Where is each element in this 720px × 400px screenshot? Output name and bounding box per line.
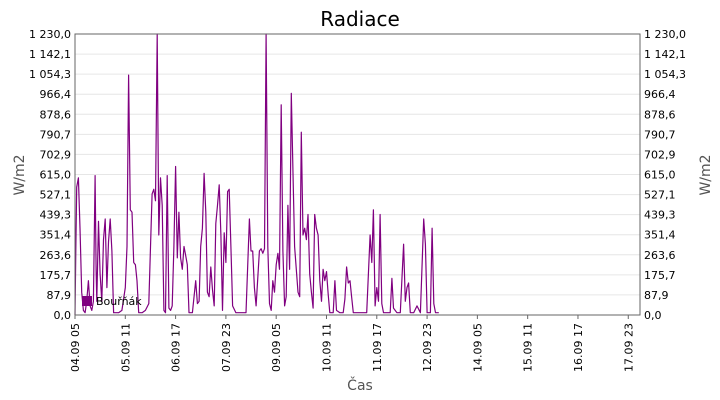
y-tick-label: 1 142,1	[644, 48, 686, 61]
x-tick-label: 05.09 11	[119, 323, 132, 372]
y-tick-label: 0,0	[54, 309, 72, 322]
series-line	[74, 33, 439, 316]
y-tick-label: 351,4	[644, 229, 676, 242]
grid-lines	[75, 53, 640, 296]
y-tick-label: 175,7	[644, 269, 676, 282]
y-axis-label-left: W/m2	[12, 154, 28, 195]
x-tick-label: 04.09 05	[69, 323, 82, 372]
y-tick-label: 1 230,0	[644, 28, 686, 41]
y-tick-label: 87,9	[47, 289, 72, 302]
y-tick-label: 439,3	[644, 209, 676, 222]
legend-swatch	[82, 296, 92, 306]
x-axis-ticks: 04.09 05 05.09 11 06.09 17 07.09 23 09.09 05…	[69, 315, 635, 372]
y-axis-left-ticks: 0,0 87,9 175,7 263,6 351,4 439,3 527,1 615,0 702…	[29, 28, 71, 322]
legend-label: Bouřňák	[96, 295, 142, 308]
y-axis-label-right: W/m2	[698, 154, 714, 195]
x-tick-label: 06.09 17	[170, 323, 183, 372]
y-tick-label: 175,7	[40, 269, 72, 282]
x-tick-label: 15.09 11	[522, 323, 535, 372]
y-tick-label: 527,1	[40, 189, 72, 202]
y-tick-label: 966,4	[644, 88, 676, 101]
y-tick-label: 87,9	[644, 289, 669, 302]
y-tick-label: 1 054,3	[29, 68, 71, 81]
x-tick-label: 14.09 05	[471, 323, 484, 372]
y-tick-label: 351,4	[40, 229, 72, 242]
y-tick-label: 878,6	[40, 108, 72, 121]
y-tick-label: 702,9	[40, 148, 72, 161]
x-tick-label: 16.09 17	[572, 323, 585, 372]
y-tick-label: 263,6	[644, 249, 676, 262]
x-tick-label: 10.09 11	[320, 323, 333, 372]
y-tick-label: 1 054,3	[644, 68, 686, 81]
x-tick-label: 11.09 17	[371, 323, 384, 372]
x-tick-label: 12.09 23	[421, 323, 434, 372]
plot-frame	[74, 33, 641, 316]
y-tick-label: 790,7	[644, 128, 676, 141]
y-tick-label: 702,9	[644, 148, 676, 161]
legend: Bouřňák	[82, 295, 142, 308]
y-tick-label: 878,6	[644, 108, 676, 121]
chart-title: Radiace	[320, 7, 400, 31]
y-tick-label: 790,7	[40, 128, 72, 141]
y-tick-label: 966,4	[40, 88, 72, 101]
x-tick-label: 07.09 23	[220, 323, 233, 372]
y-tick-label: 615,0	[644, 169, 676, 182]
y-tick-label: 615,0	[40, 169, 72, 182]
x-axis-label: Čas	[347, 376, 373, 394]
x-tick-label: 17.09 23	[622, 323, 635, 372]
y-tick-label: 1 142,1	[29, 48, 71, 61]
y-tick-label: 527,1	[644, 189, 676, 202]
y-tick-label: 439,3	[40, 209, 72, 222]
y-tick-label: 0,0	[644, 309, 662, 322]
x-tick-label: 09.09 05	[270, 323, 283, 372]
y-tick-label: 1 230,0	[29, 28, 71, 41]
y-axis-right-ticks: 0,0 87,9 175,7 263,6 351,4 439,3 527,1 615,0 702…	[644, 28, 686, 322]
y-tick-label: 263,6	[40, 249, 72, 262]
series-layer	[74, 33, 439, 316]
